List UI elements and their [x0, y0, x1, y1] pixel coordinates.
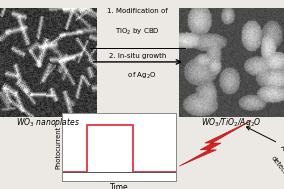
Y-axis label: Photocurrent: Photocurrent [55, 126, 61, 169]
Text: AFB1: AFB1 [279, 144, 284, 161]
Text: 2. In-situ growth: 2. In-situ growth [109, 53, 166, 59]
Text: 1. Modification of: 1. Modification of [107, 8, 168, 14]
Text: of Ag$_2$O: of Ag$_2$O [119, 71, 156, 81]
Text: detection: detection [270, 155, 284, 183]
Polygon shape [179, 121, 251, 166]
Text: WO$_3$ nanoplates: WO$_3$ nanoplates [16, 116, 80, 129]
Text: TiO$_2$ by CBD: TiO$_2$ by CBD [115, 27, 160, 37]
Text: WO$_3$/TiO$_2$/Ag$_2$O: WO$_3$/TiO$_2$/Ag$_2$O [201, 116, 262, 129]
X-axis label: Time: Time [110, 183, 129, 189]
